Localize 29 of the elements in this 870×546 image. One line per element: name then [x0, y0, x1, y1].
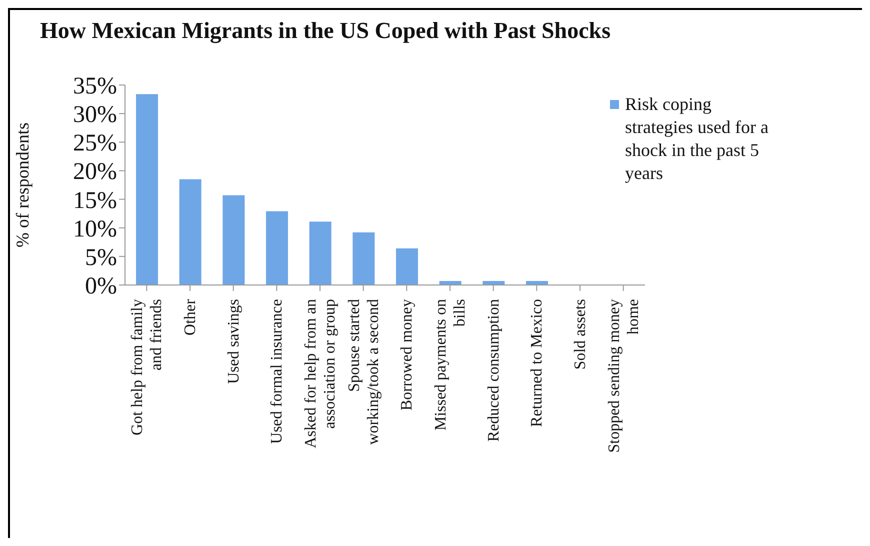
x-tick-label: Sold assets [572, 299, 589, 370]
y-tick-label: 25% [73, 130, 117, 157]
y-tick-label: 20% [73, 159, 117, 186]
y-tick-label: 15% [73, 188, 117, 214]
bar [309, 222, 332, 285]
y-axis-title: % of respondents [12, 122, 32, 248]
x-tick-label: Got help from family and friends [129, 299, 166, 436]
x-tick-label: Missed payments on bills [432, 299, 468, 431]
y-tick-label: 5% [85, 244, 117, 271]
bar [266, 211, 288, 285]
x-tick-label: Returned to Mexico [528, 299, 546, 427]
bar [396, 248, 418, 285]
bar [222, 195, 245, 285]
x-tick-label: Stopped sending money home [606, 299, 642, 453]
y-tick-label: 30% [73, 102, 117, 128]
y-tick-label: 10% [73, 216, 117, 242]
bar [136, 94, 158, 285]
x-tick-label: Used formal insurance [268, 299, 286, 444]
x-tick-label: Asked for help from an association or group [302, 299, 338, 448]
y-tick-label: 0% [85, 274, 117, 300]
bar [179, 179, 202, 285]
bar [352, 232, 375, 285]
x-tick-label: Reduced consumption [485, 299, 502, 442]
legend-label: Risk coping strategies used for a shock in the past 5 years [625, 93, 770, 185]
chart-title: How Mexican Migrants in the US Coped with Past Shocks [39, 17, 612, 46]
x-tick-label: Used savings [225, 299, 242, 384]
x-tick-label: Borrowed money [398, 299, 416, 411]
x-tick-label: Other [182, 298, 199, 336]
y-tick-label: 35% [73, 74, 117, 100]
